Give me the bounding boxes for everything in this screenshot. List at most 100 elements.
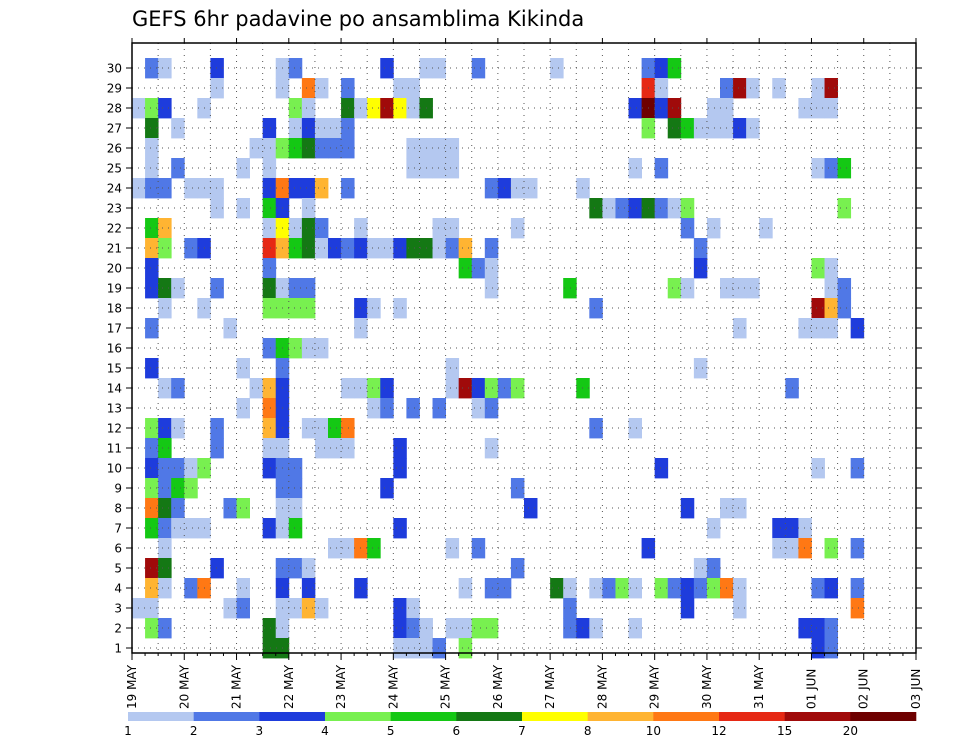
heatmap-cell — [158, 518, 172, 539]
heatmap-cell — [693, 258, 708, 279]
heatmap-cell — [733, 498, 747, 519]
heatmap-cell — [171, 418, 185, 439]
heatmap-cell — [145, 558, 159, 579]
heatmap-cell — [510, 478, 525, 499]
heatmap-cell — [301, 138, 316, 159]
heatmap-cell — [393, 518, 407, 539]
heatmap-cell — [262, 458, 277, 479]
heatmap-cell — [210, 78, 224, 99]
heatmap-cell — [445, 138, 460, 159]
heatmap-cell — [811, 98, 825, 119]
heatmap-cell — [145, 578, 159, 599]
heatmap-cell — [145, 518, 159, 539]
heatmap-cell — [328, 238, 342, 259]
heatmap-cell — [367, 378, 381, 399]
heatmap-cell — [145, 418, 159, 439]
heatmap-cell — [367, 298, 381, 319]
y-tick-label: 9 — [114, 482, 122, 496]
heatmap-cell — [171, 278, 185, 299]
heatmap-cell — [693, 238, 708, 259]
heatmap-cell — [432, 398, 446, 419]
heatmap-cell — [432, 218, 446, 239]
heatmap-cell — [341, 438, 355, 459]
x-axis: 19 MAY 20 MAY 21 MAY 22 MAY 23 MAY 24 MAY 25 M… — [125, 38, 923, 709]
heatmap-cell — [288, 598, 303, 619]
heatmap-cell — [341, 138, 355, 159]
heatmap-cell — [158, 238, 172, 259]
heatmap-cell — [746, 78, 760, 99]
x-tick-label: 03 JUN — [909, 669, 923, 709]
heatmap-cell — [837, 158, 852, 179]
heatmap-cell — [158, 538, 172, 559]
heatmap-cell — [811, 578, 825, 599]
colorbar-swatch — [128, 712, 194, 721]
heatmap-cell — [510, 558, 525, 579]
heatmap-cell — [314, 238, 329, 259]
y-tick-label: 16 — [107, 342, 122, 356]
heatmap-cell — [393, 238, 407, 259]
heatmap-cell — [471, 58, 486, 79]
heatmap-cell — [406, 78, 420, 99]
heatmap-cell — [236, 498, 250, 519]
heatmap-cell — [589, 298, 603, 319]
heatmap-cell — [393, 458, 407, 479]
heatmap-cell — [798, 98, 812, 119]
y-tick-label: 28 — [107, 102, 122, 116]
colorbar-label: 12 — [711, 724, 726, 738]
y-tick-label: 29 — [107, 82, 122, 96]
heatmap-cell — [445, 238, 460, 259]
heatmap-cell — [301, 418, 316, 439]
heatmap-cell — [158, 498, 172, 519]
y-tick-label: 15 — [107, 362, 122, 376]
y-tick-label: 21 — [107, 242, 122, 256]
heatmap-cell — [301, 98, 316, 119]
heatmap-cell — [798, 618, 812, 639]
heatmap-cell — [262, 178, 277, 199]
colorbar-label: 8 — [584, 724, 592, 738]
heatmap-cell — [262, 398, 277, 419]
heatmap-cell — [628, 98, 642, 119]
y-tick-label: 1 — [114, 642, 122, 656]
colorbar-label: 2 — [190, 724, 198, 738]
heatmap-cell — [262, 438, 277, 459]
colorbar-swatch — [325, 712, 391, 721]
heatmap-cell — [223, 498, 237, 519]
heatmap-cell — [145, 458, 159, 479]
heatmap-cell — [667, 278, 682, 299]
heatmap-cell — [341, 78, 355, 99]
heatmap-cell — [811, 258, 825, 279]
heatmap-cell — [288, 178, 303, 199]
y-tick-label: 26 — [107, 142, 122, 156]
colorbar-label: 15 — [777, 724, 792, 738]
heatmap-cell — [850, 318, 865, 339]
heatmap-cell — [184, 478, 198, 499]
x-tick-label: 24 MAY — [386, 664, 400, 709]
heatmap-cell — [262, 118, 277, 139]
heatmap-cell — [484, 258, 499, 279]
heatmap-cell — [484, 238, 499, 259]
heatmap-cell — [693, 558, 708, 579]
heatmap-cell — [667, 58, 682, 79]
heatmap-cell — [654, 78, 669, 99]
heatmap-cell — [772, 518, 786, 539]
heatmap-cell — [524, 178, 538, 199]
heatmap-cell — [772, 538, 786, 559]
x-tick-label: 21 MAY — [230, 664, 244, 709]
heatmap-cell — [262, 218, 277, 239]
y-tick-label: 18 — [107, 302, 122, 316]
heatmap-cell — [811, 158, 825, 179]
heatmap-cell — [341, 98, 355, 119]
heatmap-cell — [393, 78, 407, 99]
heatmap-cell — [393, 618, 407, 639]
heatmap-cell — [667, 98, 682, 119]
heatmap-cell — [733, 598, 747, 619]
heatmap-cell — [680, 198, 695, 219]
x-tick-label: 20 MAY — [177, 664, 191, 709]
heatmap-cell — [772, 78, 786, 99]
heatmap-cell — [158, 438, 172, 459]
heatmap-cell — [145, 618, 159, 639]
y-tick-label: 20 — [107, 262, 122, 276]
heatmap-cell — [145, 58, 159, 79]
heatmap-cell — [158, 578, 172, 599]
heatmap-cell — [288, 278, 303, 299]
